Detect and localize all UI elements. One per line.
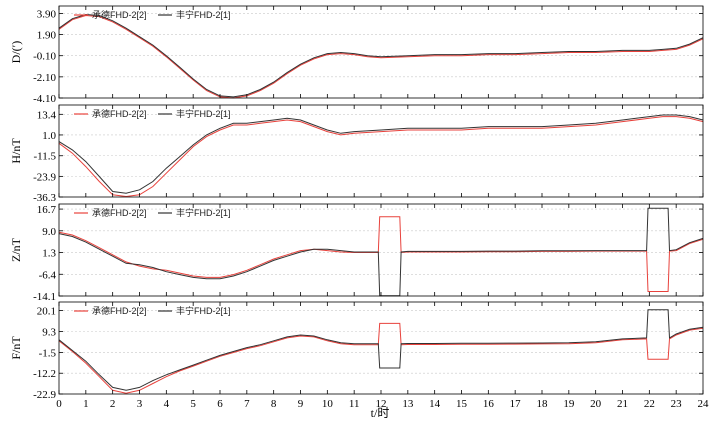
x-tick-label: 14: [429, 398, 441, 410]
plot-frame: [58, 301, 704, 395]
panel-3: 16.7 9.0 1.3 -6.4 -14.1 Z/nT 承德FHD-2[2] 丰宁FHD-2…: [9, 203, 704, 303]
y-tick-label: -11.5: [33, 151, 56, 163]
x-axis-label: t/时: [371, 406, 390, 420]
x-tick-label: 3: [137, 398, 143, 410]
y-axis-label: Z/nT: [9, 237, 23, 262]
x-tick-label: 10: [322, 398, 334, 410]
x-tick-label: 19: [563, 398, 575, 410]
x-tick-label: 5: [190, 398, 196, 410]
legend-label: 承德FHD-2[2]: [92, 9, 147, 20]
series-line-fengning: [58, 13, 704, 98]
series-line-fengning: [58, 207, 704, 297]
x-tick-label: 1: [83, 398, 89, 410]
series-line-chengde: [58, 116, 704, 198]
series-line-chengde: [58, 216, 704, 292]
x-tick-label: 22: [644, 398, 655, 410]
x-tick-label: 0: [56, 398, 62, 410]
y-tick-label: 20.1: [37, 306, 56, 318]
y-axis-label: F/nT: [9, 336, 23, 360]
y-tick-label: -36.3: [33, 192, 56, 204]
y-tick-label: -6.4: [39, 269, 57, 281]
x-tick-label: 2: [110, 398, 116, 410]
legend-label: 承德FHD-2[2]: [92, 207, 147, 218]
panel-4: 20.1 9.3 -1.5 -12.2 -22.9 F/nT 承德FHD-2[2] 丰宁FHD…: [9, 301, 704, 401]
legend-label: 承德FHD-2[2]: [92, 108, 147, 119]
legend-label: 丰宁FHD-2[1]: [176, 108, 231, 119]
y-axis-label: D/(′): [9, 41, 23, 64]
series-line-chengde: [58, 14, 704, 99]
plot-frame: [58, 203, 704, 297]
x-tick-label: 11: [349, 398, 360, 410]
panel-2: 13.4 1.0 -11.5 -23.9 -36.3 H/nT 承德FHD-2[2] 丰宁FH…: [9, 104, 704, 204]
y-tick-label: -14.1: [33, 291, 56, 303]
legend-label: 丰宁FHD-2[1]: [176, 207, 231, 218]
x-tick-label: 23: [671, 398, 683, 410]
legend: 承德FHD-2[2] 丰宁FHD-2[1]: [74, 108, 231, 119]
y-tick-label: -0.10: [33, 51, 56, 63]
x-tick-label: 4: [164, 398, 170, 410]
legend-label: 丰宁FHD-2[1]: [176, 305, 231, 316]
legend-label: 承德FHD-2[2]: [92, 305, 147, 316]
legend-label: 丰宁FHD-2[1]: [176, 9, 231, 20]
y-tick-label: 1.0: [42, 130, 56, 142]
x-tick-label: 15: [456, 398, 468, 410]
y-tick-label: 9.0: [42, 226, 56, 238]
x-tick-label: 9: [298, 398, 304, 410]
panel-1: 3.90 1.90 -0.10 -2.10 -4.10 D/(′) 承德FHD-2[2] 丰宁…: [9, 5, 704, 105]
y-tick-label: -1.5: [39, 347, 57, 359]
y-tick-label: -2.10: [33, 72, 56, 84]
x-tick-label: 6: [217, 398, 223, 410]
y-tick-label: 16.7: [37, 204, 57, 216]
series-line-fengning: [58, 309, 704, 391]
y-tick-label: 1.90: [37, 30, 57, 42]
y-tick-label: -22.9: [33, 389, 56, 401]
series-line-chengde: [58, 322, 704, 394]
legend: 承德FHD-2[2] 丰宁FHD-2[1]: [74, 9, 231, 20]
y-axis-label: H/nT: [9, 138, 23, 164]
legend: 承德FHD-2[2] 丰宁FHD-2[1]: [74, 305, 231, 316]
y-tick-label: -23.9: [33, 171, 56, 183]
y-tick-label: -12.2: [33, 368, 56, 380]
x-tick-label: 20: [590, 398, 602, 410]
y-tick-label: 3.90: [37, 8, 57, 20]
x-tick-label: 12: [376, 398, 387, 410]
x-tick-label: 18: [537, 398, 549, 410]
x-axis: t/时 0 1 2 3 4 5 6 7 8 9 10 11 12 13 14 15 16 17 18 19 20 21 22…: [56, 398, 709, 420]
y-tick-label: 9.3: [42, 327, 56, 339]
legend: 承德FHD-2[2] 丰宁FHD-2[1]: [74, 207, 231, 218]
series-line-fengning: [58, 114, 704, 194]
x-tick-label: 21: [617, 398, 628, 410]
x-tick-label: 16: [483, 398, 495, 410]
x-tick-label: 17: [510, 398, 522, 410]
x-tick-label: 24: [698, 398, 710, 410]
y-tick-label: -4.10: [33, 93, 56, 105]
x-tick-label: 13: [402, 398, 414, 410]
y-tick-label: 1.3: [42, 248, 56, 260]
x-tick-label: 7: [244, 398, 250, 410]
x-tick-label: 8: [271, 398, 277, 410]
y-tick-label: 13.4: [37, 109, 57, 121]
